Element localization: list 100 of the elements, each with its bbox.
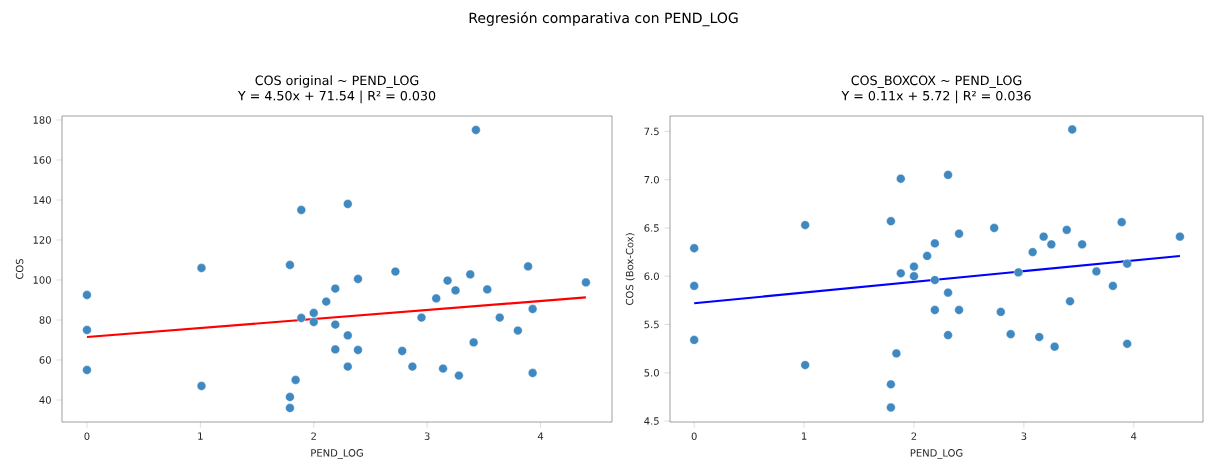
point: [689, 281, 699, 291]
y-tick-label: 5.0: [644, 368, 659, 377]
point: [1175, 232, 1185, 242]
chart-title: COS_BOXCOX ~ PEND_LOG: [851, 75, 1022, 88]
point: [471, 125, 481, 135]
y-tick-label: 4.5: [644, 417, 659, 425]
point: [1039, 232, 1049, 242]
point: [285, 403, 295, 413]
point: [896, 268, 906, 278]
point: [930, 305, 940, 315]
point: [909, 271, 919, 281]
y-tick-label: 100: [33, 276, 51, 284]
y-tick-label: 60: [39, 356, 51, 364]
point: [407, 362, 418, 372]
point: [1013, 267, 1023, 277]
point: [1050, 342, 1060, 352]
point: [886, 216, 896, 226]
chart-title: COS original ~ PEND_LOG: [255, 75, 419, 88]
point: [523, 261, 533, 271]
y-axis-title: COS (Box-Cox): [625, 233, 635, 305]
point: [196, 381, 207, 391]
y-tick-label: 120: [33, 236, 51, 244]
point: [416, 313, 427, 323]
point: [689, 335, 699, 345]
x-tick-label: 4: [1131, 432, 1137, 440]
point: [1122, 339, 1132, 349]
point: [1108, 281, 1118, 291]
point: [469, 337, 479, 347]
point: [989, 223, 999, 233]
y-tick-label: 80: [39, 316, 51, 324]
point: [296, 205, 306, 215]
x-tick-label: 3: [1021, 432, 1027, 440]
x-tick-label: 0: [691, 432, 697, 440]
point: [689, 243, 699, 253]
point: [1062, 225, 1072, 235]
x-tick-label: 2: [911, 432, 917, 440]
point: [454, 371, 464, 381]
point: [891, 348, 901, 359]
point: [1117, 217, 1127, 227]
point: [495, 313, 505, 323]
point: [1028, 247, 1038, 257]
x-tick-label: 0: [84, 432, 90, 440]
point: [909, 261, 919, 272]
y-tick-label: 6.5: [644, 224, 659, 232]
point: [800, 360, 810, 370]
point: [438, 364, 448, 374]
point: [285, 392, 295, 402]
point: [431, 293, 441, 303]
point: [1065, 296, 1075, 306]
point: [800, 220, 810, 230]
chart-subtitle: Y = 0.11x + 5.72 | R² = 0.036: [841, 90, 1031, 104]
chart-subtitle: Y = 4.50x + 71.54 | R² = 0.030: [237, 90, 436, 104]
point: [930, 238, 940, 249]
point: [291, 375, 301, 385]
x-tick-label: 1: [802, 432, 807, 440]
y-tick-label: 40: [39, 396, 51, 404]
x-axis-title: PEND_LOG: [910, 449, 963, 459]
point: [1006, 329, 1016, 339]
point: [330, 344, 340, 354]
point: [886, 379, 896, 389]
point: [309, 317, 319, 327]
point: [343, 330, 353, 340]
x-tick-label: 2: [311, 432, 316, 440]
point: [922, 251, 932, 261]
point: [954, 305, 964, 315]
point: [343, 362, 353, 372]
point: [330, 320, 340, 330]
y-tick-label: 7.0: [644, 175, 659, 184]
point: [309, 308, 319, 318]
point: [482, 284, 492, 294]
point: [528, 368, 538, 378]
point: [1122, 259, 1132, 269]
point: [930, 275, 940, 285]
text: Regresión comparativa con PEND_LOG: [469, 11, 738, 27]
point: [954, 229, 964, 239]
point: [285, 260, 295, 270]
y-tick-label: 160: [33, 156, 51, 164]
y-tick-label: 5.5: [644, 320, 659, 329]
y-tick-label: 180: [33, 116, 51, 124]
point: [296, 313, 306, 323]
x-tick-label: 3: [424, 432, 430, 440]
point: [886, 402, 896, 413]
point: [353, 345, 363, 355]
point: [465, 269, 475, 279]
x-axis-title: PEND_LOG: [311, 449, 363, 459]
point: [82, 290, 92, 300]
y-tick-label: 7.5: [644, 127, 659, 136]
point: [943, 288, 953, 298]
point: [1067, 124, 1077, 135]
point: [450, 285, 461, 295]
y-tick-label: 6.0: [644, 272, 659, 281]
y-axis-title: COS: [15, 258, 24, 280]
point: [896, 174, 906, 184]
point: [330, 284, 340, 294]
point: [390, 267, 401, 277]
x-tick-label: 4: [537, 432, 544, 440]
point: [943, 330, 953, 340]
x-tick-label: 1: [198, 432, 203, 440]
point: [943, 170, 953, 180]
point: [996, 307, 1006, 317]
